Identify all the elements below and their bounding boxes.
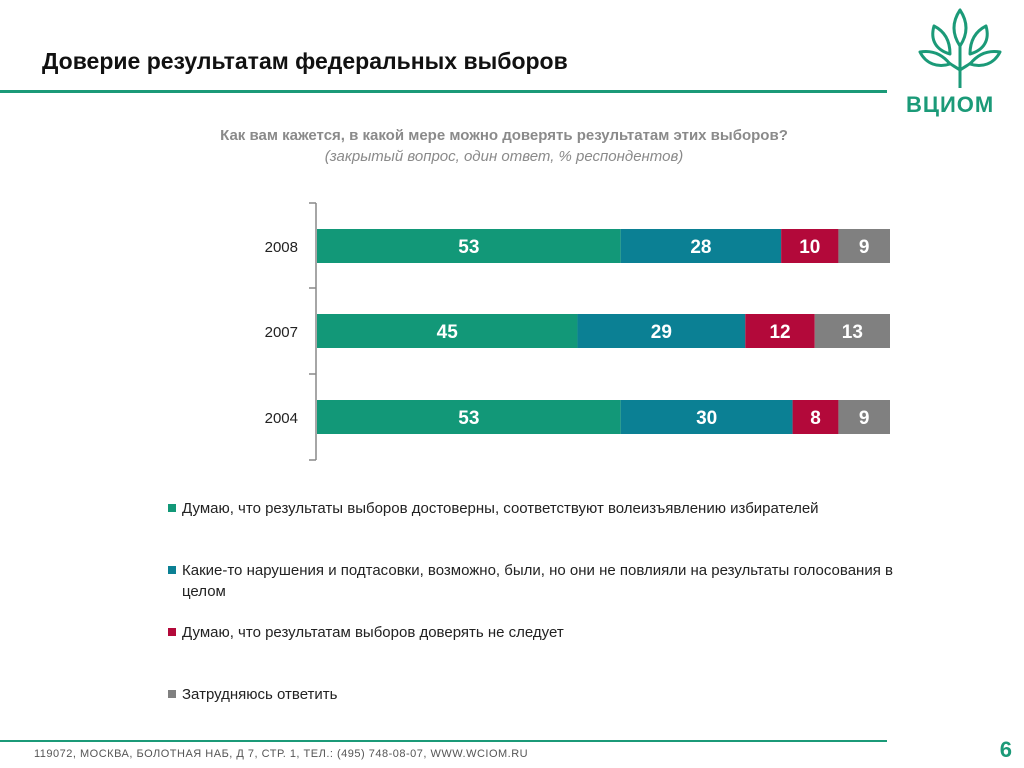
legend-swatch <box>168 566 176 574</box>
bar-segment <box>317 400 621 434</box>
wciom-logo-icon <box>918 8 1002 88</box>
survey-question: Как вам кажется, в какой мере можно дове… <box>220 127 788 144</box>
data-label: 9 <box>859 237 870 258</box>
bar-segment <box>814 314 890 348</box>
bar-segment <box>620 400 793 434</box>
footer-address: 119072, МОСКВА, БОЛОТНАЯ НАБ, Д 7, СТР. … <box>34 748 529 760</box>
bottom-divider <box>0 740 887 742</box>
legend-swatch <box>168 690 176 698</box>
page-number: 6 <box>999 737 1012 762</box>
y-tick-label: 2004 <box>265 410 298 427</box>
data-label: 45 <box>437 322 459 343</box>
legend-label: Думаю, что результаты выборов достоверны… <box>182 500 819 517</box>
legend-label: Какие-то нарушения и подтасовки, возможн… <box>182 562 893 600</box>
data-label: 53 <box>458 237 479 258</box>
data-label: 53 <box>458 408 479 429</box>
bar-segment <box>577 314 746 348</box>
legend-item: Думаю, что результатам выборов доверять … <box>168 622 564 643</box>
bar-segment <box>317 229 621 263</box>
bar-segment <box>838 400 890 434</box>
legend-label: Думаю, что результатам выборов доверять … <box>182 624 564 641</box>
y-tick-label: 2008 <box>265 239 298 256</box>
data-label: 10 <box>799 237 820 258</box>
bar-segment <box>620 229 782 263</box>
legend-item: Какие-то нарушения и подтасовки, возможн… <box>168 560 908 602</box>
bar-segment <box>838 229 890 263</box>
logo-text: ВЦИОМ <box>906 92 995 117</box>
data-label: 9 <box>859 408 870 429</box>
data-label: 13 <box>842 322 863 343</box>
legend-item: Затрудняюсь ответить <box>168 684 337 705</box>
legend-label: Затрудняюсь ответить <box>182 686 338 703</box>
legend-swatch <box>168 504 176 512</box>
legend-item: Думаю, что результаты выборов достоверны… <box>168 498 819 519</box>
bar-segment <box>317 314 578 348</box>
slide-title: Доверие результатам федеральных выборов <box>42 48 568 74</box>
bar-segment <box>781 229 839 263</box>
data-label: 8 <box>810 408 821 429</box>
data-label: 28 <box>690 237 711 258</box>
survey-question-note: (закрытый вопрос, один ответ, % респонде… <box>324 148 684 165</box>
data-label: 30 <box>696 408 717 429</box>
top-divider <box>0 90 887 93</box>
bar-segment <box>745 314 815 348</box>
legend-swatch <box>168 628 176 636</box>
y-tick-label: 2007 <box>265 324 298 341</box>
data-label: 29 <box>651 322 672 343</box>
data-label: 12 <box>769 322 790 343</box>
bar-segment <box>792 400 839 434</box>
